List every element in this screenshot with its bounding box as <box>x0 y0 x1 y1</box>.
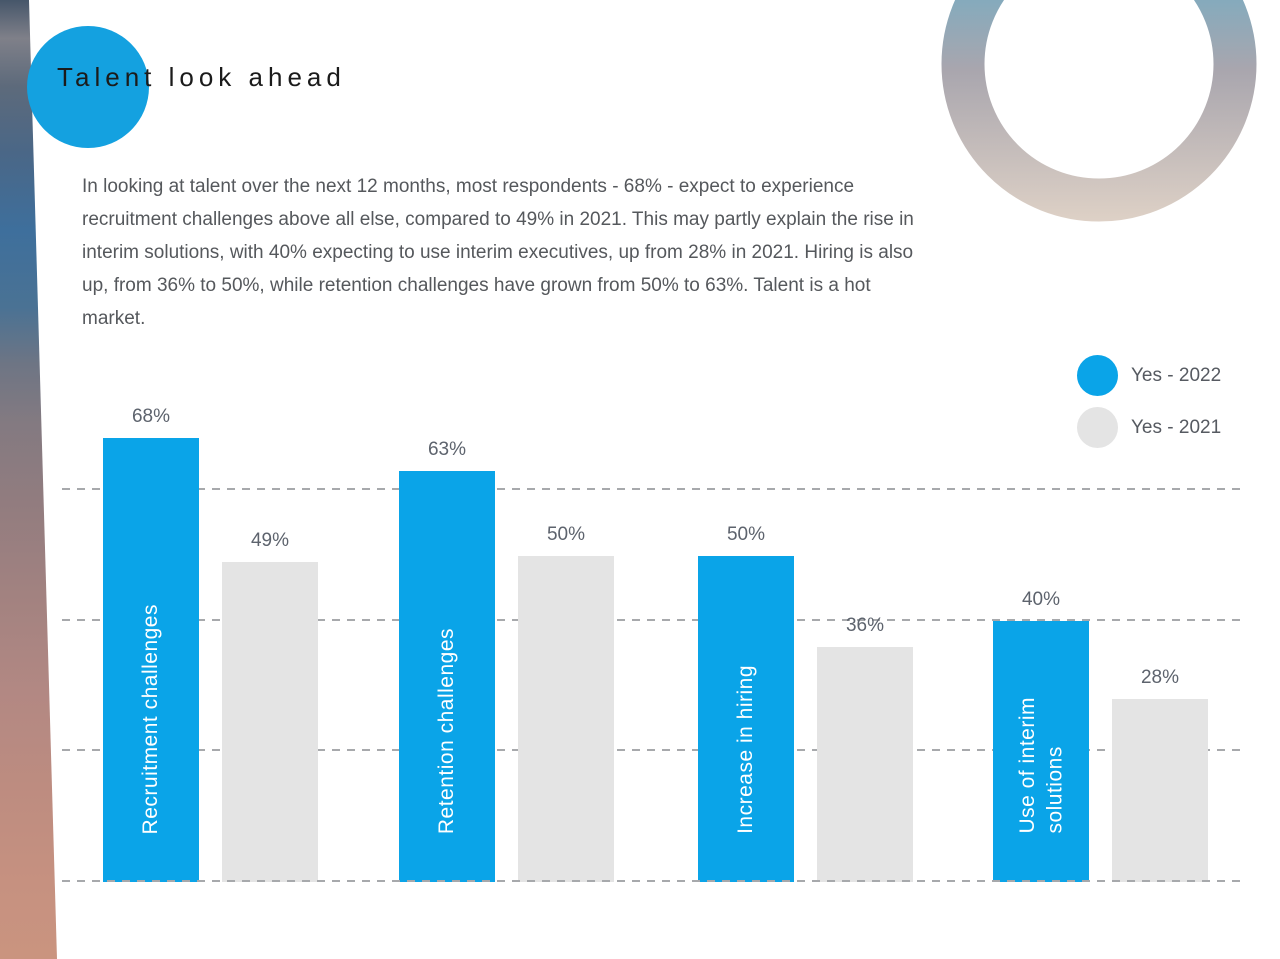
gridline-60 <box>62 488 1247 491</box>
intro-paragraph: In looking at talent over the next 12 mo… <box>82 176 914 329</box>
gridline-baseline <box>62 880 1247 882</box>
legend-label-2021: Yes - 2021 <box>1131 416 1222 438</box>
bar-value-label: 50% <box>726 523 766 545</box>
bar-category-label: Use of interim solutions <box>1015 697 1066 834</box>
bar-category-label: Recruitment challenges <box>139 603 163 834</box>
bar-value-label: 40% <box>1021 588 1061 610</box>
bar-value-label: 49% <box>250 530 290 552</box>
chart-legend: Yes - 2022 Yes - 2021 <box>1077 355 1221 459</box>
legend-item-2022: Yes - 2022 <box>1077 355 1221 396</box>
bar-category-label: Increase in hiring <box>734 665 758 834</box>
bar-category-label-wrap: Increase in hiring <box>698 665 794 834</box>
bar-yes-2022: 50% Increase in hiring <box>698 524 794 882</box>
bar-value-label: 50% <box>546 523 586 545</box>
bar-yes-2022: 40% Use of interim solutions <box>993 589 1089 882</box>
legend-dot-2021 <box>1077 407 1118 448</box>
bar-value-label: 36% <box>845 614 885 636</box>
bar-category-label-wrap: Use of interim solutions <box>993 697 1089 834</box>
bar-value-label: 63% <box>427 438 467 460</box>
legend-item-2021: Yes - 2021 <box>1077 407 1221 448</box>
bar-yes-2021: 36% <box>817 615 913 882</box>
legend-label-2022: Yes - 2022 <box>1131 364 1222 386</box>
bar-category-label: Retention challenges <box>435 627 459 834</box>
bar-category-label-wrap: Recruitment challenges <box>103 604 199 834</box>
bar-value-label: 68% <box>131 405 171 427</box>
gridline-20 <box>62 749 1247 752</box>
title-accent-circle <box>27 26 149 148</box>
bar-category-label-wrap: Retention challenges <box>399 628 495 834</box>
bar-yes-2021: 49% <box>222 530 318 882</box>
bar-yes-2022: 63% Retention challenges <box>399 439 495 882</box>
legend-dot-2022 <box>1077 355 1118 396</box>
bar-yes-2022: 68% Recruitment challenges <box>103 406 199 882</box>
bar-value-label: 28% <box>1140 667 1180 689</box>
bar-yes-2021: 28% <box>1112 667 1208 882</box>
bar-yes-2021: 50% <box>518 524 614 882</box>
gridline-40 <box>62 618 1247 621</box>
page-title: Talent look ahead <box>57 62 346 92</box>
